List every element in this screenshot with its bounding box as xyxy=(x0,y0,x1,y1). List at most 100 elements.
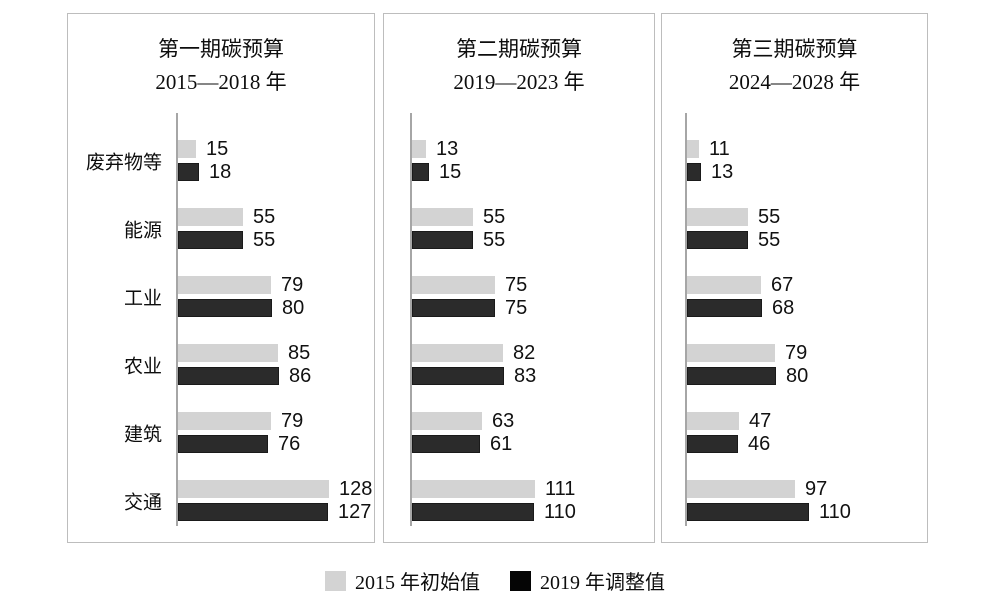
bar-line: 55 xyxy=(687,206,927,228)
bar-value-label: 46 xyxy=(748,433,771,455)
category-row-5: 建筑 79 76 xyxy=(124,410,374,455)
bar-line: 46 xyxy=(687,433,927,455)
bar-line: 128 xyxy=(178,478,374,500)
bar-value-label: 55 xyxy=(483,229,506,251)
category-label: 废弃物等 xyxy=(85,152,162,173)
bar-line: 97 xyxy=(687,478,927,500)
bar-line: 47 xyxy=(687,411,927,431)
bar-value-label: 55 xyxy=(758,206,781,228)
bar-value-label: 85 xyxy=(288,342,311,364)
bar-line: 63 xyxy=(412,410,654,432)
category-row-2: 55 55 xyxy=(412,207,654,251)
category-row-4: 农业 85 86 xyxy=(124,342,374,387)
category-row-2: 55 55 xyxy=(687,206,927,251)
bar-value-label: 61 xyxy=(490,433,513,455)
bar-line: 79 xyxy=(687,343,927,363)
bar-line: 85 xyxy=(178,342,374,364)
bar-2015-initial xyxy=(412,276,495,294)
bar-2015-initial xyxy=(178,276,271,294)
bar-value-label: 79 xyxy=(281,410,304,432)
bar-line: 79 xyxy=(178,410,374,432)
bar-value-label: 15 xyxy=(439,161,462,183)
bar-line: 82 xyxy=(412,342,654,364)
panel-title-block: 第二期碳预算 2019—2023 年 xyxy=(384,33,654,99)
bar-line: 67 xyxy=(687,274,927,296)
bar-2015-initial xyxy=(687,344,775,362)
bar-value-label: 128 xyxy=(339,478,373,500)
bar-2015-initial xyxy=(178,208,243,226)
category-row-1: 13 15 xyxy=(412,139,654,183)
bar-line: 13 xyxy=(412,139,654,159)
bar-2015-initial xyxy=(687,480,795,498)
category-row-4: 82 83 xyxy=(412,342,654,387)
bar-2019-adjusted xyxy=(178,367,279,385)
bar-value-label: 83 xyxy=(514,365,537,387)
bar-line: 18 xyxy=(178,161,374,183)
bar-2015-initial xyxy=(178,480,329,498)
bar-2019-adjusted xyxy=(687,299,762,317)
bar-line: 110 xyxy=(687,502,927,522)
bar-2019-adjusted xyxy=(412,299,495,317)
category-row-5: 63 61 xyxy=(412,410,654,455)
bar-value-label: 55 xyxy=(253,229,276,251)
bar-line: 127 xyxy=(178,501,374,523)
legend: 2015 年初始值 2019 年调整值 xyxy=(0,566,990,595)
bar-line: 55 xyxy=(178,229,374,251)
bar-2019-adjusted xyxy=(178,503,328,521)
bar-line: 55 xyxy=(178,206,374,228)
bar-line: 13 xyxy=(687,161,927,183)
panel-title-block: 第一期碳预算 2015—2018 年 xyxy=(68,33,374,99)
bar-value-label: 80 xyxy=(282,297,305,319)
plot-area: 11 13 55 55 67 68 79 80 47 46 97 110 xyxy=(662,113,927,526)
panel-title: 第三期碳预算 xyxy=(731,37,858,61)
bar-value-label: 82 xyxy=(513,342,536,364)
bar-2015-initial xyxy=(412,208,473,226)
bar-2019-adjusted xyxy=(687,435,738,453)
category-row-1: 11 13 xyxy=(687,139,927,183)
bar-value-label: 86 xyxy=(289,365,312,387)
bar-2015-initial xyxy=(412,140,426,158)
category-row-2: 能源 55 55 xyxy=(124,206,374,251)
category-label: 农业 xyxy=(123,356,162,377)
panel-title: 第二期碳预算 xyxy=(456,37,582,61)
bar-value-label: 75 xyxy=(505,274,528,296)
bar-line: 55 xyxy=(687,229,927,251)
bar-value-label: 18 xyxy=(209,161,232,183)
bar-line: 76 xyxy=(178,433,374,455)
bar-line: 75 xyxy=(412,274,654,296)
bar-value-label: 97 xyxy=(805,478,828,500)
bar-value-label: 55 xyxy=(253,206,276,228)
bar-value-label: 80 xyxy=(786,365,809,387)
bar-line: 111 xyxy=(412,478,654,500)
bar-value-label: 68 xyxy=(772,297,795,319)
bar-value-label: 110 xyxy=(544,501,576,523)
bar-line: 110 xyxy=(412,501,654,523)
bar-line: 61 xyxy=(412,433,654,455)
panel-title-block: 第三期碳预算 2024—2028 年 xyxy=(662,33,927,99)
y-axis-line xyxy=(176,113,178,526)
bar-value-label: 76 xyxy=(278,433,301,455)
category-label: 工业 xyxy=(123,288,162,309)
bar-2015-initial xyxy=(687,276,761,294)
bar-2015-initial xyxy=(178,140,196,158)
panel-subtitle: 2015—2018 年 xyxy=(155,70,287,94)
bar-value-label: 111 xyxy=(545,478,576,500)
category-row-6: 111 110 xyxy=(412,478,654,523)
bar-value-label: 13 xyxy=(711,161,734,183)
bar-2015-initial xyxy=(687,412,739,430)
bar-2019-adjusted xyxy=(178,299,272,317)
category-label: 能源 xyxy=(123,220,162,241)
bar-value-label: 67 xyxy=(771,274,794,296)
y-axis-line xyxy=(685,113,687,526)
bar-line: 15 xyxy=(412,161,654,183)
bar-2015-initial xyxy=(412,412,482,430)
bar-2019-adjusted xyxy=(412,367,504,385)
bar-2019-adjusted xyxy=(687,163,701,181)
plot-area: 废弃物等 15 18 能源 55 55 工业 79 80 农业 85 86 建筑 79 76 交通 128 127 xyxy=(68,113,374,526)
bar-line: 83 xyxy=(412,365,654,387)
panel-period-1: 第一期碳预算 2015—2018 年 废弃物等 15 18 能源 55 55 工业 79 80 农… xyxy=(67,13,375,543)
bar-value-label: 55 xyxy=(758,229,781,251)
bar-value-label: 127 xyxy=(338,501,372,523)
bar-2015-initial xyxy=(178,412,271,430)
bar-value-label: 63 xyxy=(492,410,515,432)
